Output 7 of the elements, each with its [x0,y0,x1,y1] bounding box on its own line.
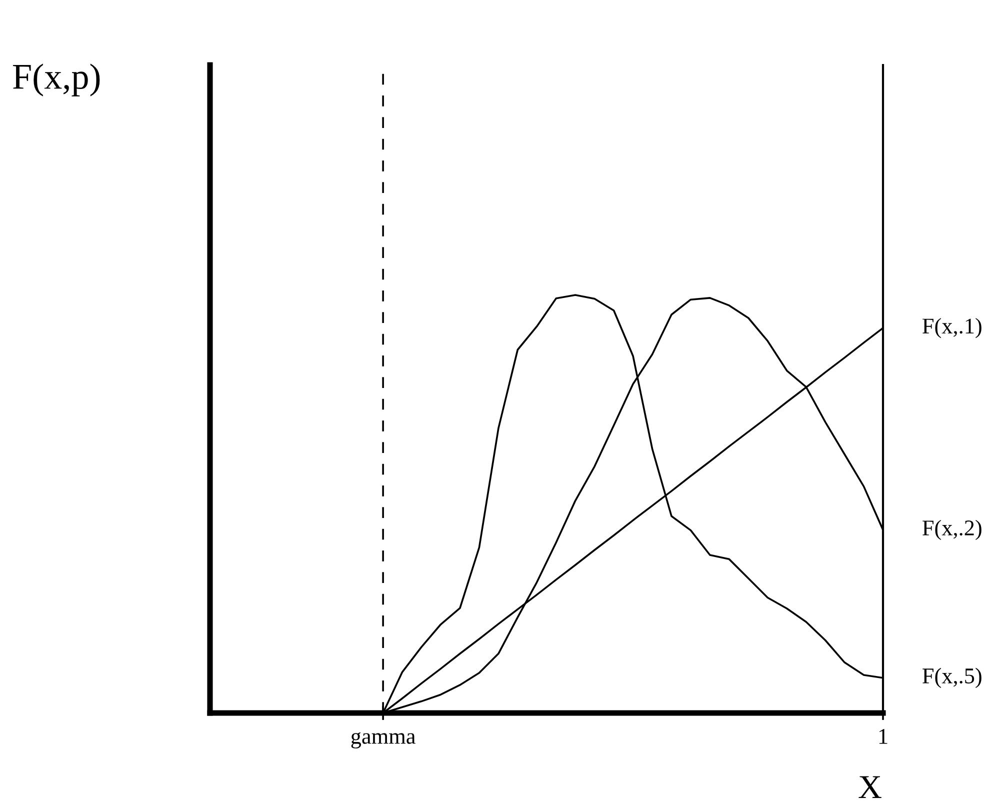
x-tick-label: gamma [351,732,416,748]
series-label: F(x,.1) [922,318,982,338]
text: F(x,p) [13,64,100,96]
series-label: F(x,.5) [922,668,982,688]
x-axis-title: X [858,776,882,798]
series-label: F(x,.2) [922,520,982,540]
x-tick-label: 1 [879,729,888,744]
